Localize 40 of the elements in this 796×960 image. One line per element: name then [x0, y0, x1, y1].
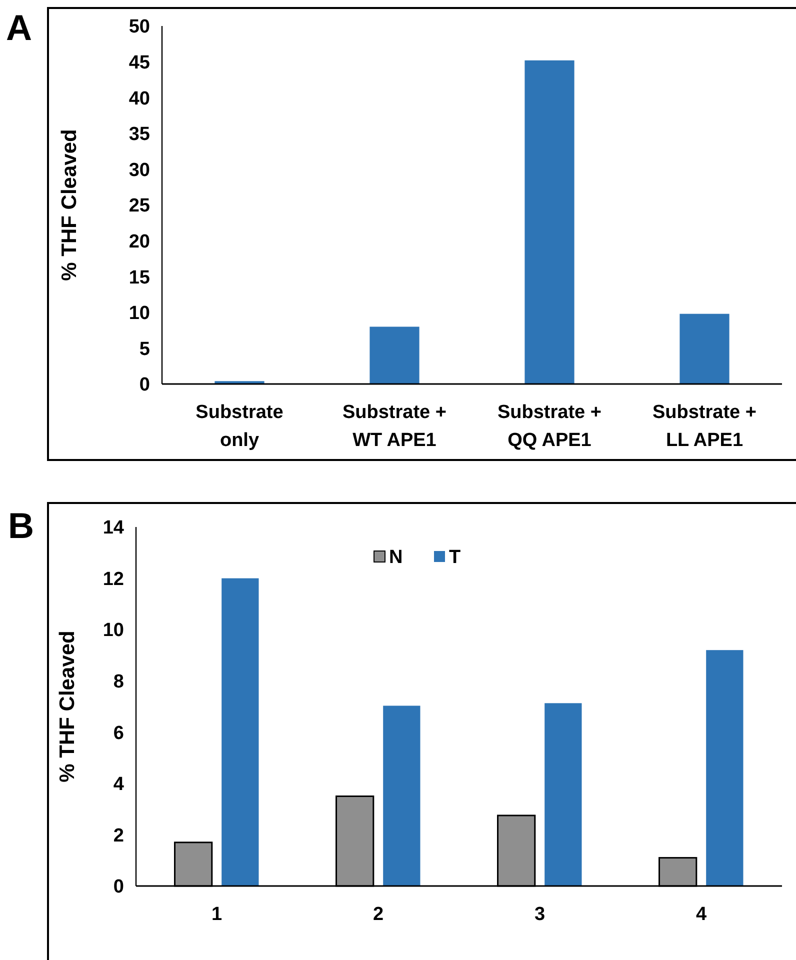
y-tick-label: 20 — [128, 231, 150, 252]
x-tick-label: 1 — [211, 904, 222, 925]
y-axis-title: % THF Cleaved — [56, 630, 79, 782]
y-tick-label: 4 — [113, 774, 124, 796]
legend-label: T — [449, 547, 461, 568]
bar — [383, 706, 420, 886]
x-tick-label: Substrate + LL APE1 — [652, 402, 757, 451]
bar — [680, 314, 730, 384]
bar — [222, 578, 259, 886]
y-tick-label: 15 — [128, 267, 150, 288]
bar — [370, 326, 420, 384]
y-tick-label: 50 — [128, 16, 150, 38]
x-tick-label: Substrate + WT APE1 — [342, 402, 447, 451]
y-tick-label: 6 — [113, 722, 124, 744]
bar — [524, 60, 574, 384]
y-tick-label: 25 — [128, 196, 150, 217]
y-tick-label: 0 — [113, 876, 124, 898]
y-tick-label: 12 — [102, 568, 124, 590]
y-tick-label: 10 — [102, 620, 124, 642]
x-tick-label: Substrate only — [196, 402, 284, 451]
x-tick-label: 4 — [696, 904, 707, 925]
y-tick-label: 45 — [128, 52, 150, 74]
y-tick-label: 30 — [128, 160, 150, 181]
text: A — [6, 7, 32, 48]
x-tick-label: 2 — [372, 904, 384, 925]
y-tick-label: 5 — [139, 338, 150, 360]
bar — [706, 650, 744, 886]
y-tick-label: 14 — [102, 518, 124, 539]
text: B — [8, 505, 34, 546]
bar — [544, 703, 582, 886]
y-tick-label: 35 — [128, 124, 150, 146]
y-axis-title: % THF Cleaved — [58, 129, 81, 281]
y-tick-label: 10 — [128, 303, 150, 324]
x-tick-label: Substrate + QQ APE1 — [497, 402, 602, 451]
y-tick-label: 0 — [139, 374, 150, 396]
y-tick-label: 40 — [128, 88, 150, 110]
y-tick-label: 8 — [113, 672, 124, 693]
y-tick-label: 2 — [113, 825, 124, 846]
legend-label: N — [389, 547, 403, 568]
x-tick-label: 3 — [534, 904, 546, 925]
